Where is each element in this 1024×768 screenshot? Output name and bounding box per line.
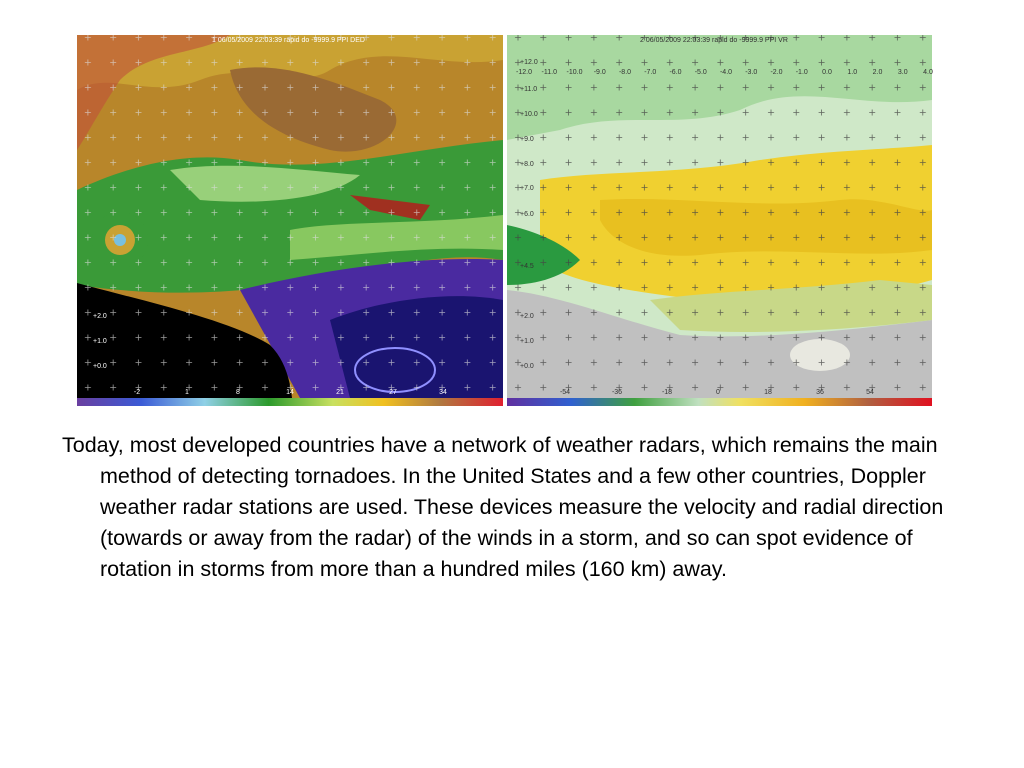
- x-label: 1.0: [847, 69, 857, 76]
- scale-label: 18: [764, 389, 772, 396]
- y-label: +1.0: [93, 338, 107, 345]
- scale-label: 54: [866, 389, 874, 396]
- x-label: -12.0: [516, 69, 532, 76]
- scale-label: 1: [185, 389, 189, 396]
- y-label: +9.0: [520, 136, 534, 143]
- y-label: +10.0: [520, 111, 538, 118]
- x-label: -5.0: [695, 69, 707, 76]
- scale-label: 34: [439, 389, 447, 396]
- x-label: -7.0: [644, 69, 656, 76]
- y-label: +6.0: [520, 211, 534, 218]
- x-label: -8.0: [619, 69, 631, 76]
- scale-label: -36: [612, 389, 622, 396]
- x-label: 0.0: [822, 69, 832, 76]
- left-radar-panel: [77, 35, 503, 406]
- radar-figure: 1 06/05/2009 22:03:39 rapid do -9999.9 P…: [77, 35, 933, 406]
- x-label: 4.0: [923, 69, 933, 76]
- scale-label: 8: [236, 389, 240, 396]
- scale-label: 36: [816, 389, 824, 396]
- right-radar-panel: [507, 35, 932, 406]
- y-label: +12.0: [520, 59, 538, 66]
- x-label: -4.0: [720, 69, 732, 76]
- x-label: -1.0: [796, 69, 808, 76]
- x-label: -6.0: [669, 69, 681, 76]
- x-label: 2.0: [873, 69, 883, 76]
- scale-label: -18: [662, 389, 672, 396]
- panel-header: 1 06/05/2009 22:03:39 rapid do -9999.9 P…: [212, 37, 365, 44]
- x-label: -9.0: [594, 69, 606, 76]
- scale-label: -2: [134, 389, 140, 396]
- scale-label: 0: [716, 389, 720, 396]
- panel-header: 2 06/05/2009 22:03:39 rapid do -9999.9 P…: [640, 37, 788, 44]
- y-label: +2.0: [520, 313, 534, 320]
- x-label: 3.0: [898, 69, 908, 76]
- y-label: +0.0: [520, 363, 534, 370]
- y-label: +11.0: [520, 86, 537, 93]
- y-label: +8.0: [520, 161, 534, 168]
- body-paragraph: Today, most developed countries have a n…: [62, 433, 944, 581]
- scale-label: 14: [286, 389, 294, 396]
- x-label: -2.0: [770, 69, 782, 76]
- y-label: +4.5: [520, 263, 534, 270]
- scale-label: -54: [560, 389, 570, 396]
- y-label: +1.0: [520, 338, 534, 345]
- x-label: -11.0: [542, 69, 558, 76]
- y-label: +2.0: [93, 313, 107, 320]
- scale-label: 21: [336, 389, 344, 396]
- scale-label: 27: [389, 389, 397, 396]
- x-label: -3.0: [745, 69, 757, 76]
- y-label: +7.0: [520, 185, 534, 192]
- y-label: +0.0: [93, 363, 107, 370]
- x-label: -10.0: [567, 69, 583, 76]
